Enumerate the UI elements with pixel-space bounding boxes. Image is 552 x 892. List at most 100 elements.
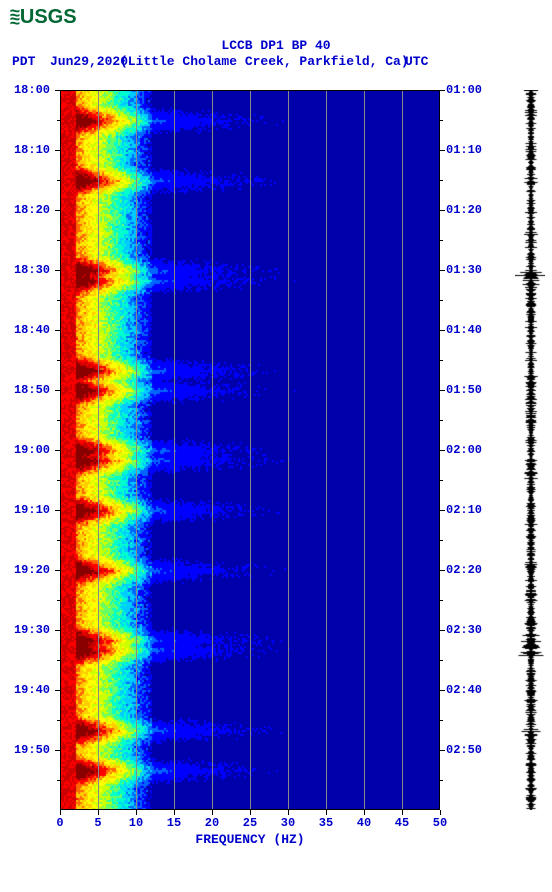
y-tick-mark-right — [440, 150, 445, 151]
x-tick-label: 15 — [159, 816, 189, 830]
y-minor-tick-left — [57, 180, 60, 181]
logo-waves-icon: ≈≈ — [10, 10, 18, 24]
gridline-v — [288, 90, 289, 810]
y-tick-mark-right — [440, 390, 445, 391]
gridline-v — [364, 90, 365, 810]
y-tick-right-label: 01:00 — [446, 83, 482, 97]
y-minor-tick-right — [440, 600, 443, 601]
y-minor-tick-right — [440, 240, 443, 241]
y-tick-left-label: 19:30 — [10, 623, 50, 637]
y-minor-tick-left — [57, 120, 60, 121]
x-tick-mark — [364, 810, 365, 815]
y-tick-left-label: 18:40 — [10, 323, 50, 337]
x-tick-label: 20 — [197, 816, 227, 830]
x-tick-label: 50 — [425, 816, 455, 830]
gridline-v — [326, 90, 327, 810]
y-minor-tick-right — [440, 780, 443, 781]
y-tick-mark-left — [55, 510, 60, 511]
y-tick-mark-left — [55, 750, 60, 751]
y-tick-right-label: 02:00 — [446, 443, 482, 457]
y-tick-left-label: 18:10 — [10, 143, 50, 157]
x-tick-label: 30 — [273, 816, 303, 830]
y-minor-tick-left — [57, 540, 60, 541]
y-tick-mark-left — [55, 570, 60, 571]
y-tick-mark-left — [55, 690, 60, 691]
y-tick-mark-left — [55, 390, 60, 391]
y-minor-tick-left — [57, 360, 60, 361]
y-tick-mark-left — [55, 90, 60, 91]
y-tick-mark-right — [440, 270, 445, 271]
y-minor-tick-left — [57, 480, 60, 481]
y-tick-right-label: 02:20 — [446, 563, 482, 577]
x-tick-mark — [402, 810, 403, 815]
y-tick-right-label: 02:30 — [446, 623, 482, 637]
y-minor-tick-left — [57, 600, 60, 601]
x-tick-mark — [288, 810, 289, 815]
y-tick-right-label: 02:50 — [446, 743, 482, 757]
y-tick-left-label: 18:50 — [10, 383, 50, 397]
y-tick-left-label: 19:00 — [10, 443, 50, 457]
y-minor-tick-right — [440, 480, 443, 481]
x-tick-mark — [60, 810, 61, 815]
gridline-v — [250, 90, 251, 810]
logo-text: USGS — [20, 6, 77, 29]
y-tick-mark-left — [55, 330, 60, 331]
y-minor-tick-left — [57, 720, 60, 721]
y-tick-mark-right — [440, 510, 445, 511]
x-tick-label: 25 — [235, 816, 265, 830]
y-tick-right-label: 02:40 — [446, 683, 482, 697]
location-label: (Little Cholame Creek, Parkfield, Ca) — [120, 54, 409, 69]
left-timezone-label: PDT — [12, 54, 35, 69]
y-tick-left-label: 19:50 — [10, 743, 50, 757]
x-tick-mark — [440, 810, 441, 815]
gridline-v — [402, 90, 403, 810]
x-axis-label: FREQUENCY (HZ) — [0, 832, 500, 847]
y-tick-left-label: 18:00 — [10, 83, 50, 97]
y-tick-mark-right — [440, 750, 445, 751]
y-tick-mark-left — [55, 270, 60, 271]
y-tick-mark-right — [440, 630, 445, 631]
y-minor-tick-left — [57, 300, 60, 301]
y-minor-tick-right — [440, 180, 443, 181]
y-tick-mark-right — [440, 690, 445, 691]
x-tick-label: 10 — [121, 816, 151, 830]
date-label: Jun29,2020 — [50, 54, 128, 69]
y-tick-mark-right — [440, 330, 445, 331]
x-tick-mark — [174, 810, 175, 815]
y-tick-mark-left — [55, 150, 60, 151]
seismogram-trace — [515, 90, 545, 810]
y-minor-tick-right — [440, 420, 443, 421]
spectrogram-plot — [60, 90, 440, 810]
x-tick-label: 5 — [83, 816, 113, 830]
x-tick-mark — [98, 810, 99, 815]
y-minor-tick-right — [440, 660, 443, 661]
y-tick-mark-left — [55, 210, 60, 211]
y-tick-mark-left — [55, 450, 60, 451]
x-tick-label: 45 — [387, 816, 417, 830]
y-minor-tick-right — [440, 540, 443, 541]
x-tick-mark — [250, 810, 251, 815]
y-tick-right-label: 01:40 — [446, 323, 482, 337]
x-tick-label: 40 — [349, 816, 379, 830]
y-minor-tick-right — [440, 720, 443, 721]
x-tick-label: 0 — [45, 816, 75, 830]
y-tick-right-label: 01:10 — [446, 143, 482, 157]
y-tick-mark-right — [440, 570, 445, 571]
y-tick-left-label: 19:10 — [10, 503, 50, 517]
y-tick-right-label: 01:20 — [446, 203, 482, 217]
x-tick-mark — [136, 810, 137, 815]
trace-canvas — [515, 90, 545, 810]
gridline-v — [174, 90, 175, 810]
right-timezone-label: UTC — [405, 54, 428, 69]
y-tick-right-label: 01:30 — [446, 263, 482, 277]
y-tick-right-label: 02:10 — [446, 503, 482, 517]
y-minor-tick-right — [440, 360, 443, 361]
gridline-v — [136, 90, 137, 810]
y-tick-mark-right — [440, 450, 445, 451]
x-tick-label: 35 — [311, 816, 341, 830]
y-minor-tick-left — [57, 780, 60, 781]
usgs-logo: ≈≈ USGS — [10, 6, 77, 29]
chart-title: LCCB DP1 BP 40 — [0, 38, 552, 53]
y-tick-mark-left — [55, 630, 60, 631]
y-tick-left-label: 18:20 — [10, 203, 50, 217]
